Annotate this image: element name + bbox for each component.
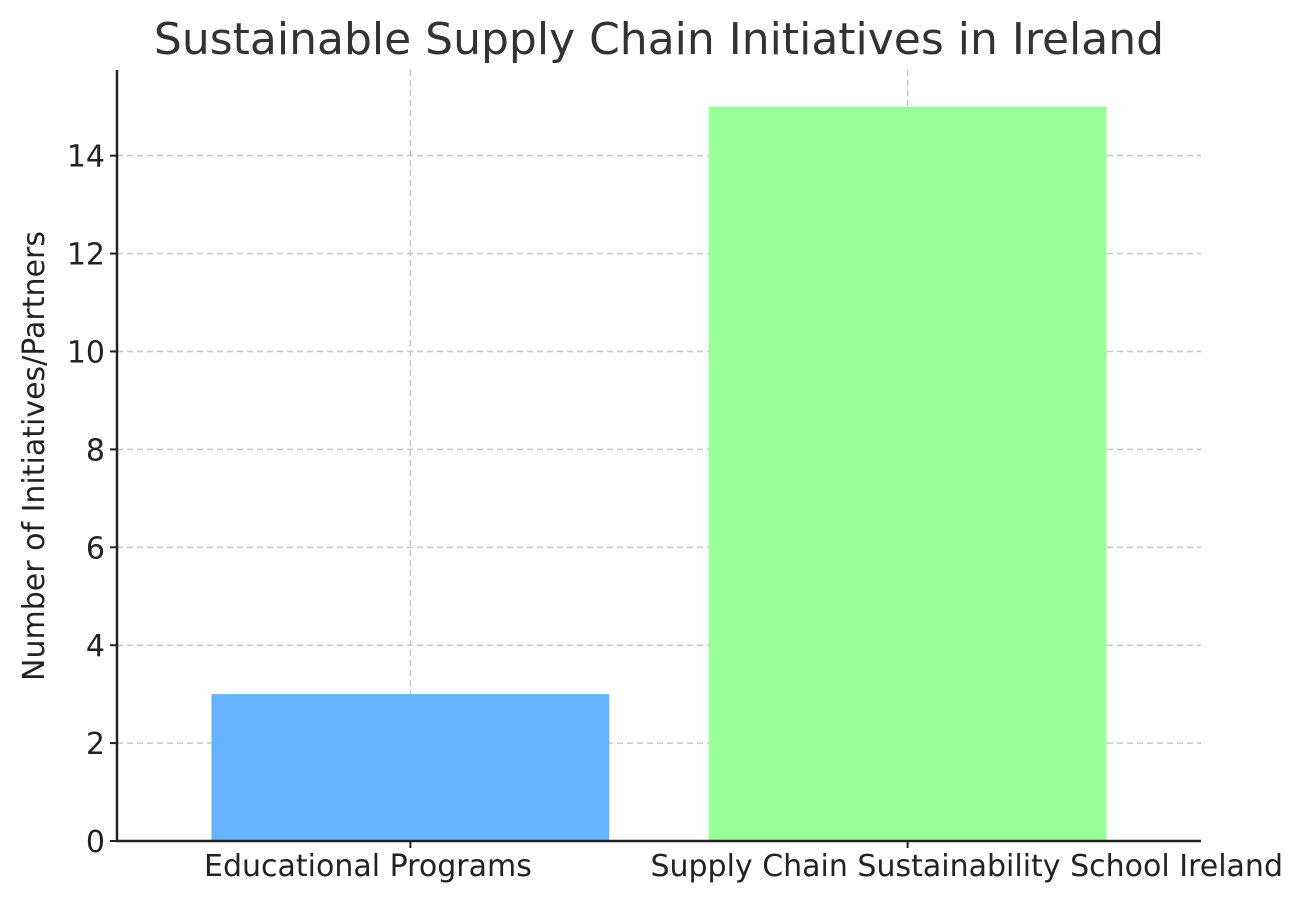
x-ticks: Educational Programs Supply Chain Sustain… bbox=[204, 841, 1283, 884]
x-tick-label: Educational Programs bbox=[204, 849, 532, 884]
y-tick-label: 14 bbox=[67, 140, 105, 175]
grid-lines bbox=[117, 70, 1201, 841]
bar-0 bbox=[211, 694, 610, 841]
y-tick-label: 2 bbox=[86, 727, 105, 762]
bars bbox=[211, 106, 1107, 841]
y-tick-label: 6 bbox=[86, 531, 105, 566]
y-axis-label: Number of Initiatives/Partners bbox=[17, 231, 52, 681]
y-tick-label: 8 bbox=[86, 433, 105, 468]
y-ticks: 0 2 4 6 8 10 12 14 bbox=[67, 140, 117, 860]
bar-1 bbox=[708, 106, 1107, 841]
chart-title: Sustainable Supply Chain Initiatives in … bbox=[154, 14, 1164, 65]
y-tick-label: 0 bbox=[86, 825, 105, 860]
y-tick-label: 10 bbox=[67, 335, 105, 370]
y-tick-label: 12 bbox=[67, 238, 105, 273]
axes bbox=[115, 70, 1201, 843]
y-tick-label: 4 bbox=[86, 629, 105, 664]
x-tick-label: Supply Chain Sustainability School Irela… bbox=[650, 849, 1283, 884]
